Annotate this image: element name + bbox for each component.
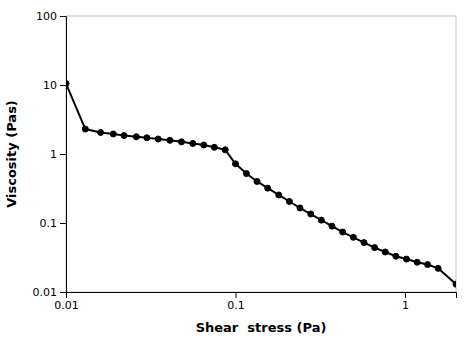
point (308, 211, 314, 217)
tick-label: 10 (43, 79, 57, 92)
point (211, 144, 217, 150)
tick: 0.1 (227, 292, 245, 312)
point (98, 129, 104, 135)
tick-label: 1 (402, 299, 409, 312)
point (254, 178, 260, 184)
x-axis-title: Shear stress (Pa) (196, 320, 327, 335)
point (178, 139, 184, 145)
point (190, 140, 196, 146)
tick-mark (235, 292, 236, 298)
point (110, 131, 116, 137)
point (340, 229, 346, 235)
tick: 100 (36, 10, 66, 23)
point (403, 256, 409, 262)
point (453, 281, 456, 287)
point (265, 185, 271, 191)
tick-mark (405, 292, 406, 298)
y-axis-title: Viscosity (Pas) (4, 100, 19, 208)
point (167, 137, 173, 143)
tick-mark (60, 223, 66, 224)
data-layer (66, 81, 456, 288)
plot-area: 0.01 0.1 1 0.01 0.1 1 10 100 (33, 10, 460, 312)
point (329, 223, 335, 229)
point (372, 245, 378, 251)
point (382, 249, 388, 255)
point (425, 262, 431, 268)
tick: 0.01 (54, 292, 79, 312)
point (121, 133, 127, 139)
point (393, 253, 399, 259)
tick-label: 0.01 (54, 299, 79, 312)
tick: 10 (43, 79, 66, 92)
point (144, 135, 150, 141)
point (435, 265, 441, 271)
chart: 0.01 0.1 1 0.01 0.1 1 10 100 Shear stress (Pa) Vi… (0, 0, 474, 342)
point (222, 147, 228, 153)
tick: 0.01 (33, 286, 67, 299)
tick-mark (60, 292, 66, 293)
point (361, 240, 367, 246)
point (276, 192, 282, 198)
point (133, 134, 139, 140)
point (286, 198, 292, 204)
tick-label: 100 (36, 10, 57, 23)
tick-mark (60, 16, 66, 17)
point (243, 171, 249, 177)
point (232, 161, 238, 167)
point (82, 126, 88, 132)
x-axis: 0.01 0.1 1 (54, 292, 456, 312)
tick-mark (60, 154, 66, 155)
point (350, 234, 356, 240)
axis-line (67, 293, 457, 299)
point (155, 136, 161, 142)
tick-label: 0.1 (40, 217, 58, 230)
tick-label: 1 (50, 148, 57, 161)
point (297, 205, 303, 211)
point (201, 142, 207, 148)
tick-label: 0.1 (227, 299, 245, 312)
point (318, 217, 324, 223)
line (66, 84, 456, 285)
tick: 1 (50, 148, 66, 161)
tick: 0.1 (40, 217, 67, 230)
plot-frame (66, 16, 456, 292)
tick: 1 (402, 292, 409, 312)
point (66, 81, 69, 87)
tick-mark (60, 85, 66, 86)
point (414, 259, 420, 265)
y-axis: 0.01 0.1 1 10 100 (33, 10, 67, 299)
tick-label: 0.01 (33, 286, 58, 299)
